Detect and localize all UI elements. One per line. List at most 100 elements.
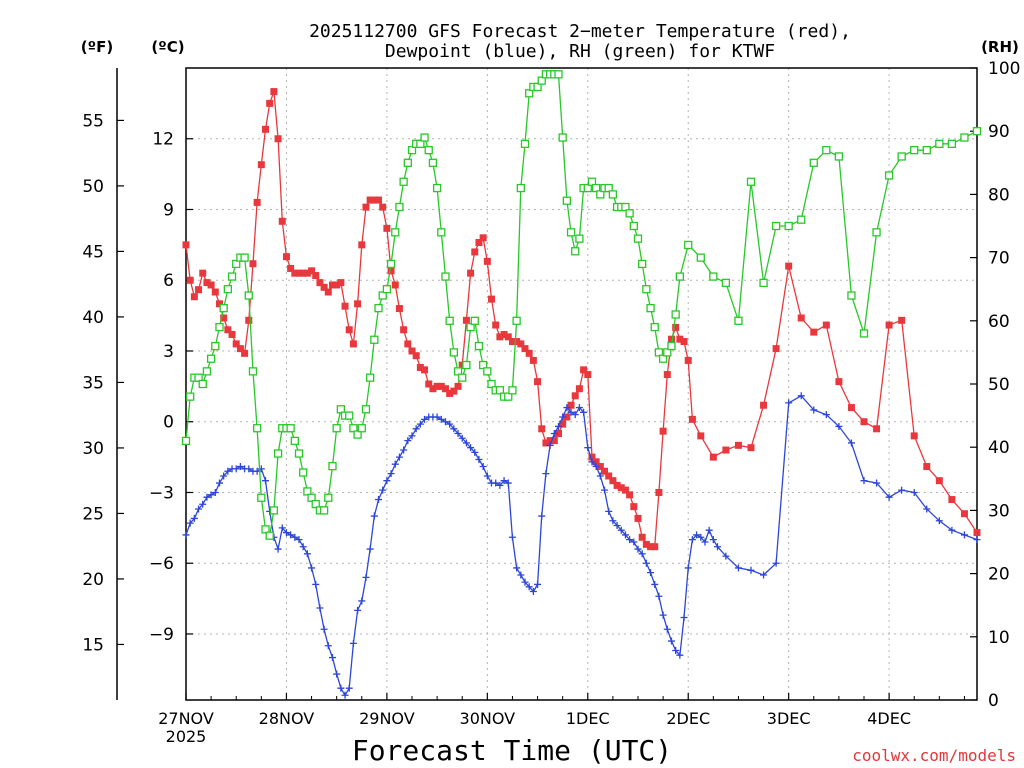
celsius-tick-label: −3 (149, 483, 174, 503)
data-point (475, 239, 483, 247)
data-point (324, 493, 333, 502)
data-point (910, 432, 918, 440)
chart-title-line1: 2025112700 GFS Forecast 2−meter Temperat… (309, 21, 851, 42)
data-point (383, 224, 391, 232)
data-point (658, 354, 668, 363)
data-point (562, 196, 572, 205)
data-point (571, 411, 579, 419)
fahrenheit-tick-label: 40 (82, 308, 104, 328)
data-point (483, 367, 492, 376)
data-point (203, 493, 211, 501)
celsius-tick-label: −6 (149, 554, 174, 574)
data-point (860, 477, 868, 485)
data-point (429, 385, 437, 393)
celsius-tick-label: 6 (163, 271, 174, 291)
data-point (370, 196, 378, 204)
data-point (232, 465, 240, 473)
data-point (437, 415, 445, 423)
data-point (538, 512, 546, 520)
data-point (433, 413, 441, 421)
rh-tick-label: 10 (988, 628, 1010, 648)
data-point (450, 387, 458, 395)
data-point (935, 139, 944, 148)
data-point (453, 367, 463, 376)
fahrenheit-tick-label: 25 (82, 504, 104, 524)
data-point (596, 472, 604, 480)
data-point (676, 651, 684, 659)
data-point (412, 425, 420, 433)
data-point (542, 439, 550, 447)
data-point (278, 217, 286, 225)
data-point (278, 524, 286, 532)
data-point (290, 436, 299, 446)
series (181, 70, 982, 699)
data-point (559, 420, 567, 428)
data-point (462, 316, 470, 324)
data-point (324, 288, 332, 296)
data-point (404, 340, 412, 348)
data-point (650, 322, 659, 332)
fahrenheit-axis-unit: (ºF) (81, 38, 113, 56)
data-point (475, 455, 483, 463)
data-point (262, 477, 270, 485)
data-point (236, 345, 244, 353)
data-point (722, 446, 730, 454)
data-point (709, 272, 718, 281)
data-point (517, 571, 525, 579)
data-point (675, 272, 685, 281)
data-point (316, 279, 324, 287)
data-point (659, 427, 667, 435)
data-point (500, 477, 508, 485)
data-point (533, 82, 542, 92)
data-point (655, 488, 663, 496)
data-point (596, 190, 605, 199)
data-point (521, 578, 529, 586)
data-point (654, 348, 664, 357)
data-point (785, 262, 793, 270)
data-point (400, 446, 408, 454)
data-point (810, 406, 818, 414)
data-point (391, 228, 400, 237)
data-point (467, 444, 475, 452)
data-point (337, 279, 345, 287)
data-point (822, 321, 830, 329)
data-point (538, 425, 546, 433)
data-point (504, 392, 513, 401)
data-point (353, 430, 362, 439)
data-point (462, 439, 470, 447)
data-point (194, 373, 203, 382)
data-point (651, 543, 659, 551)
data-point (559, 413, 567, 421)
data-point (860, 418, 868, 426)
data-point (382, 285, 392, 294)
data-point (345, 326, 353, 334)
data-point (202, 367, 212, 376)
data-point (374, 304, 383, 313)
data-point (580, 366, 588, 374)
data-point (834, 152, 844, 161)
data-point (563, 404, 571, 412)
axes: 152025303540455055−9−6−30369120102030405… (82, 59, 1020, 746)
series-rh (181, 70, 982, 540)
data-point (361, 405, 371, 414)
data-point (554, 430, 562, 438)
data-point (508, 386, 517, 395)
data-point (228, 330, 236, 338)
data-point (496, 481, 504, 489)
data-point (252, 424, 262, 433)
data-point (471, 448, 479, 456)
data-point (257, 493, 266, 502)
data-point (224, 467, 232, 475)
data-point (588, 458, 596, 466)
data-point (884, 171, 894, 180)
data-point (873, 479, 881, 487)
data-point (621, 531, 629, 539)
rh-tick-label: 60 (988, 312, 1010, 332)
data-point (421, 366, 429, 374)
data-point (223, 285, 233, 294)
data-point (721, 278, 731, 288)
data-point (508, 338, 516, 346)
data-point (550, 437, 558, 445)
data-point (566, 228, 576, 237)
data-point (583, 183, 592, 193)
